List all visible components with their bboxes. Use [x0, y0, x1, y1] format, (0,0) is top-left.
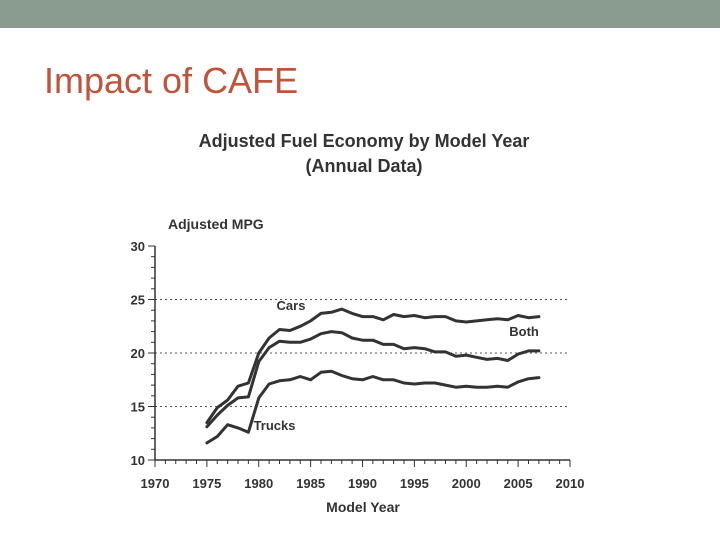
- chart-title: Adjusted Fuel Economy by Model Year: [199, 131, 530, 151]
- y-tick-label: 10: [131, 453, 145, 468]
- top-decorative-bar: [0, 0, 720, 28]
- y-tick-label: 20: [131, 346, 145, 361]
- y-tick-label: 30: [131, 239, 145, 254]
- y-tick-label: 15: [131, 400, 145, 415]
- x-tick-label: 1970: [141, 476, 170, 491]
- series-label-trucks: Trucks: [254, 418, 296, 433]
- x-tick-label: 1995: [400, 476, 429, 491]
- x-tick-label: 2000: [452, 476, 481, 491]
- x-axis-label: Model Year: [326, 499, 400, 515]
- y-axis-label: Adjusted MPG: [168, 216, 264, 232]
- x-tick-label: 1985: [296, 476, 325, 491]
- x-tick-label: 2005: [504, 476, 533, 491]
- series-label-cars: Cars: [277, 298, 306, 313]
- slide-title: Impact of CAFE: [44, 60, 299, 101]
- x-tick-label: 2010: [556, 476, 585, 491]
- x-tick-label: 1990: [348, 476, 377, 491]
- series-label-both: Both: [509, 324, 539, 339]
- chart-subtitle: (Annual Data): [306, 156, 423, 176]
- series-line-cars: [205, 307, 541, 425]
- y-tick-label: 25: [131, 293, 145, 308]
- x-tick-label: 1980: [244, 476, 273, 491]
- series-line-both: [205, 330, 541, 429]
- series-line-trucks: [205, 369, 541, 445]
- x-tick-label: 1975: [192, 476, 221, 491]
